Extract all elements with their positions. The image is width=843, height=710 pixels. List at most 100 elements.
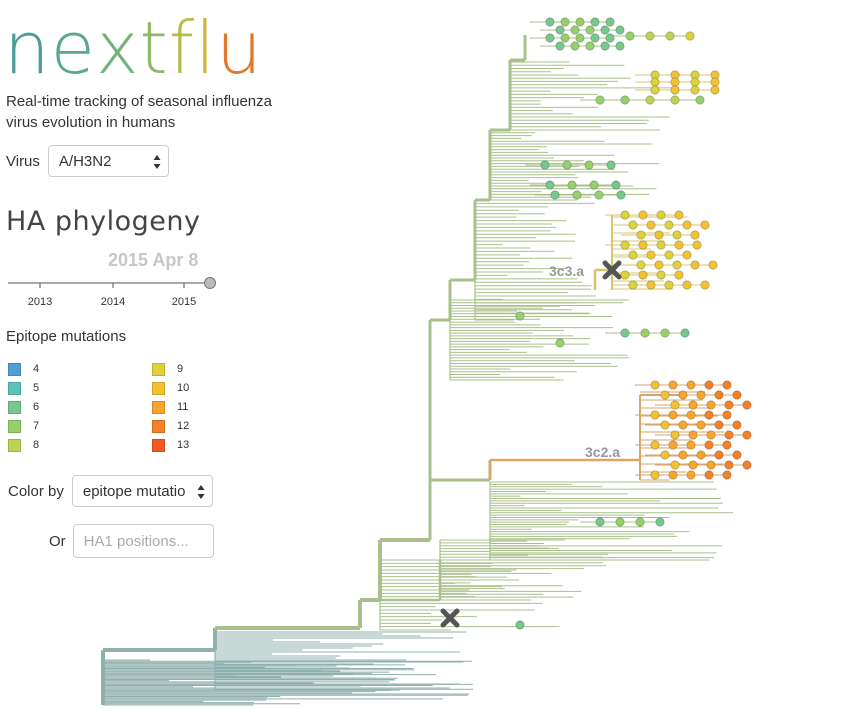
tree-tip[interactable] xyxy=(704,410,714,420)
tree-tip[interactable] xyxy=(615,41,625,51)
tree-tip[interactable] xyxy=(585,25,595,35)
tree-tip[interactable] xyxy=(656,240,666,250)
legend-item-4[interactable]: 4 xyxy=(8,361,39,377)
tree-tip[interactable] xyxy=(706,400,716,410)
legend-item-10[interactable]: 10 xyxy=(152,380,189,396)
tree-tip[interactable] xyxy=(722,470,732,480)
tree-tip[interactable] xyxy=(704,470,714,480)
tree-tip[interactable] xyxy=(638,210,648,220)
tree-tip[interactable] xyxy=(660,450,670,460)
tree-tip[interactable] xyxy=(682,280,692,290)
tree-tip[interactable] xyxy=(672,260,682,270)
tree-tip[interactable] xyxy=(692,240,702,250)
tree-tip[interactable] xyxy=(540,160,550,170)
tree-tip[interactable] xyxy=(650,410,660,420)
tree-tip[interactable] xyxy=(686,380,696,390)
tree-tip[interactable] xyxy=(732,390,742,400)
legend-item-12[interactable]: 12 xyxy=(152,418,189,434)
tree-tip[interactable] xyxy=(560,17,570,27)
legend-item-9[interactable]: 9 xyxy=(152,361,183,377)
tree-tip[interactable] xyxy=(696,390,706,400)
tree-tip[interactable] xyxy=(654,230,664,240)
tree-tip[interactable] xyxy=(570,25,580,35)
tree-tip[interactable] xyxy=(732,450,742,460)
tree-tip[interactable] xyxy=(646,250,656,260)
tree-tip[interactable] xyxy=(678,420,688,430)
tree-tip[interactable] xyxy=(555,41,565,51)
tree-tip[interactable] xyxy=(670,85,680,95)
tree-tip[interactable] xyxy=(515,620,525,630)
tree-tip[interactable] xyxy=(722,440,732,450)
tree-tip[interactable] xyxy=(560,33,570,43)
tree-tip[interactable] xyxy=(682,220,692,230)
tree-tip[interactable] xyxy=(686,410,696,420)
tree-tip[interactable] xyxy=(545,17,555,27)
legend-item-7[interactable]: 7 xyxy=(8,418,39,434)
tree-tip[interactable] xyxy=(595,95,605,105)
tree-tip[interactable] xyxy=(688,430,698,440)
tree-tip[interactable] xyxy=(545,33,555,43)
tree-tip[interactable] xyxy=(594,190,604,200)
tree-tip[interactable] xyxy=(700,220,710,230)
tree-tip[interactable] xyxy=(638,240,648,250)
tree-tip[interactable] xyxy=(708,260,718,270)
tree-tip[interactable] xyxy=(724,400,734,410)
tree-tip[interactable] xyxy=(688,460,698,470)
tree-tip[interactable] xyxy=(645,31,655,41)
tree-tip[interactable] xyxy=(650,77,660,87)
tree-tip[interactable] xyxy=(636,260,646,270)
tree-tip[interactable] xyxy=(620,270,630,280)
tree-tip[interactable] xyxy=(595,517,605,527)
tree-tip[interactable] xyxy=(645,95,655,105)
tree-tip[interactable] xyxy=(668,440,678,450)
tree-tip[interactable] xyxy=(611,180,621,190)
tree-tip[interactable] xyxy=(700,280,710,290)
tree-tip[interactable] xyxy=(584,160,594,170)
tree-tip[interactable] xyxy=(680,328,690,338)
tree-tip[interactable] xyxy=(660,420,670,430)
tree-tip[interactable] xyxy=(628,220,638,230)
tree-tip[interactable] xyxy=(550,190,560,200)
mutation-marker-3c3a[interactable] xyxy=(602,260,622,280)
tree-tip[interactable] xyxy=(710,85,720,95)
tree-tip[interactable] xyxy=(620,328,630,338)
tree-tip[interactable] xyxy=(668,380,678,390)
tree-tip[interactable] xyxy=(668,410,678,420)
mutation-marker-root[interactable] xyxy=(440,608,460,628)
tree-tip[interactable] xyxy=(678,390,688,400)
tree-tip[interactable] xyxy=(616,190,626,200)
tree-tip[interactable] xyxy=(690,260,700,270)
tree-tip[interactable] xyxy=(670,430,680,440)
tree-tip[interactable] xyxy=(567,180,577,190)
tree-tip[interactable] xyxy=(605,33,615,43)
tree-tip[interactable] xyxy=(615,517,625,527)
tree-tip[interactable] xyxy=(589,180,599,190)
tree-tip[interactable] xyxy=(742,460,752,470)
tree-tip[interactable] xyxy=(606,160,616,170)
tree-tip[interactable] xyxy=(670,400,680,410)
tree-tip[interactable] xyxy=(660,390,670,400)
tree-tip[interactable] xyxy=(646,280,656,290)
tree-tip[interactable] xyxy=(690,85,700,95)
ha1-positions-input[interactable] xyxy=(72,524,214,558)
tree-tip[interactable] xyxy=(714,420,724,430)
tree-tip[interactable] xyxy=(686,470,696,480)
tree-tip[interactable] xyxy=(714,390,724,400)
tree-tip[interactable] xyxy=(664,250,674,260)
color-by-select[interactable]: epitope mutatio xyxy=(71,475,213,507)
tree-tip[interactable] xyxy=(724,460,734,470)
tree-tip[interactable] xyxy=(688,400,698,410)
tree-tip[interactable] xyxy=(636,230,646,240)
tree-tip[interactable] xyxy=(635,517,645,527)
tree-tip[interactable] xyxy=(732,420,742,430)
tree-tip[interactable] xyxy=(710,77,720,87)
legend-item-11[interactable]: 11 xyxy=(152,399,188,415)
tree-tip[interactable] xyxy=(670,95,680,105)
legend-item-13[interactable]: 13 xyxy=(152,437,189,453)
tree-tip[interactable] xyxy=(575,17,585,27)
tree-tip[interactable] xyxy=(674,240,684,250)
tree-tip[interactable] xyxy=(696,450,706,460)
tree-tip[interactable] xyxy=(686,440,696,450)
legend-item-8[interactable]: 8 xyxy=(8,437,39,453)
tree-tip[interactable] xyxy=(664,280,674,290)
